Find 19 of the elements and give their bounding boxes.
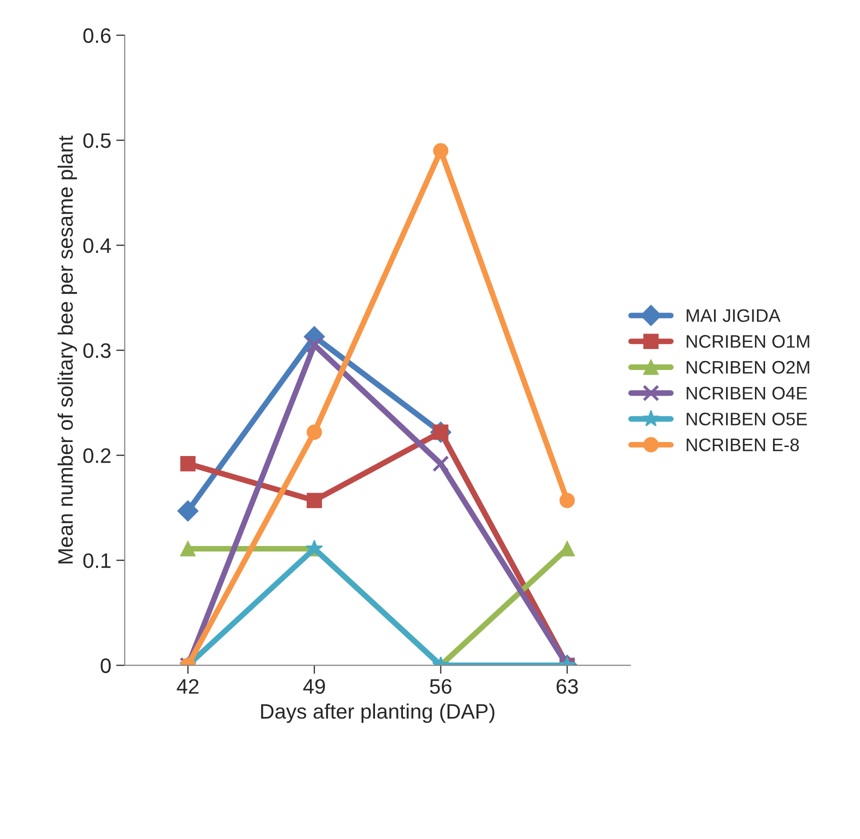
- y-tick-label: 0.2: [83, 448, 110, 464]
- y-tick-label: 0.3: [83, 343, 111, 358]
- y-tick-label: 0.6: [83, 28, 111, 43]
- legend-label: NCRIBEN O2M: [686, 360, 810, 374]
- x-tick-label: 63: [556, 679, 578, 694]
- legend-label: NCRIBEN E-8: [686, 438, 799, 452]
- x-tick-label: 49: [303, 679, 325, 694]
- x-axis-title: Days after planting (DAP): [261, 704, 494, 723]
- legend-label: NCRIBEN O1M: [686, 335, 810, 348]
- legend-label: MAI JIGIDA: [686, 309, 781, 322]
- y-axis-title: Mean number of solitary bee per sesame plant: [58, 136, 77, 564]
- y-tick-label: 0: [100, 658, 111, 674]
- legend-label: NCRIBEN O4E: [686, 386, 807, 400]
- y-tick-label: 0.1: [83, 553, 110, 568]
- y-tick-label: 0.5: [83, 133, 111, 148]
- x-tick-label: 42: [176, 679, 198, 694]
- y-tick-label: 0.4: [83, 238, 111, 254]
- x-tick-label: 56: [430, 679, 452, 694]
- legend-label: NCRIBEN O5E: [686, 412, 807, 426]
